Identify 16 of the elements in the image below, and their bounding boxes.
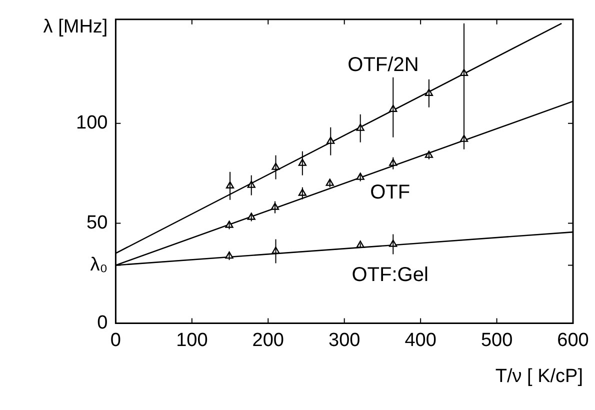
- x-axis-title: T/ν [ K/cP]: [495, 366, 583, 387]
- x-tick-label: 600: [557, 330, 589, 351]
- x-tick-label: 400: [404, 330, 436, 351]
- series-label: OTF: [370, 181, 410, 204]
- y-tick-label: 50: [86, 212, 108, 234]
- y-tick-label: 100: [76, 112, 108, 134]
- x-tick-label: 300: [328, 330, 360, 351]
- series-label: OTF/2N: [348, 54, 419, 76]
- x-tick-label: 0: [110, 330, 121, 351]
- x-tick-label: 500: [480, 330, 513, 351]
- y-tick-label: λ₀: [90, 254, 108, 276]
- x-tick-label: 200: [252, 330, 284, 351]
- x-tick-label: 100: [176, 330, 208, 351]
- y-tick-label: 0: [97, 312, 108, 334]
- series-label: OTF:Gel: [352, 264, 428, 286]
- y-axis-title: λ [MHz]: [43, 16, 108, 38]
